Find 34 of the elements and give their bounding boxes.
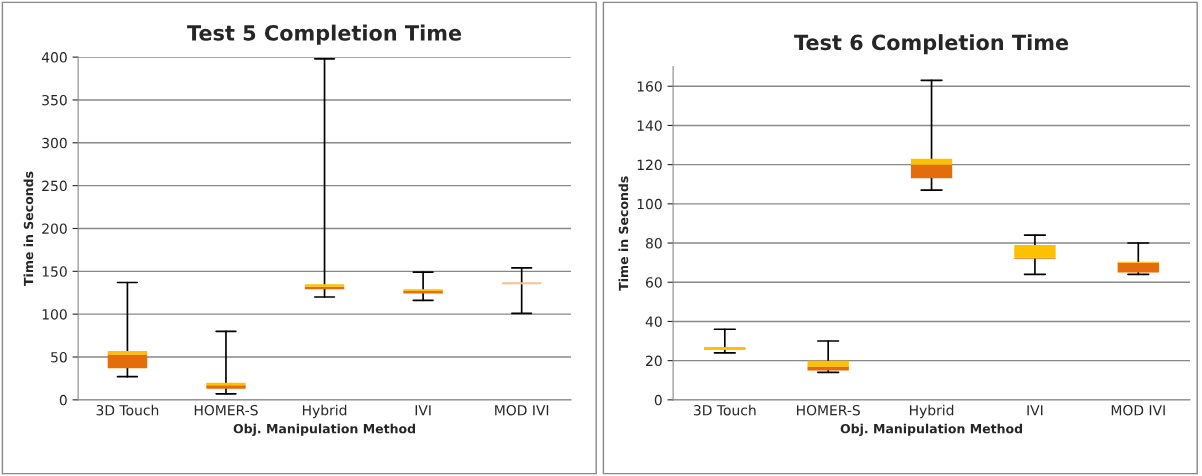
x-axis-title: Obj. Manipulation Method — [233, 423, 415, 436]
x-axis-title: Obj. Manipulation Method — [840, 423, 1022, 436]
x-tick-label: HOMER-S — [797, 404, 860, 416]
y-tick-label: 50 — [51, 351, 67, 363]
y-tick-label: 120 — [637, 159, 662, 171]
x-tick-label: 3D Touch — [693, 404, 756, 416]
y-tick-label: 0 — [654, 394, 662, 406]
y-tick-label: 200 — [42, 223, 67, 234]
x-tick-label: MOD IVI — [495, 404, 549, 416]
y-tick-label: 140 — [637, 120, 662, 131]
x-tick-label: IVI — [415, 405, 431, 416]
y-tick-label: 150 — [42, 266, 67, 277]
y-axis-title: Time in Seconds — [618, 176, 629, 291]
x-tick-label: MOD IVI — [1111, 404, 1165, 416]
chart-title: Test 5 Completion Time — [187, 24, 462, 45]
x-tick-label: IVI — [1027, 405, 1043, 416]
y-tick-label: 40 — [645, 316, 662, 327]
y-tick-label: 100 — [637, 198, 662, 210]
chart-title: Test 6 Completion Time — [794, 34, 1069, 55]
y-tick-label: 60 — [646, 277, 662, 288]
y-tick-label: 80 — [645, 238, 662, 249]
x-tick-label: 3D Touch — [96, 404, 159, 416]
y-tick-label: 400 — [41, 52, 67, 63]
y-tick-label: 300 — [42, 137, 67, 149]
x-tick-label: Hybrid — [302, 404, 347, 419]
y-tick-label: 160 — [637, 81, 662, 92]
y-tick-label: 20 — [646, 355, 662, 367]
y-axis-title: Time in Seconds — [23, 171, 34, 286]
x-tick-label: Hybrid — [909, 404, 954, 419]
y-tick-label: 0 — [59, 394, 67, 406]
y-tick-label: 350 — [42, 94, 67, 106]
y-tick-label: 250 — [42, 180, 67, 192]
x-tick-label: HOMER-S — [194, 404, 258, 416]
y-tick-label: 100 — [42, 309, 67, 320]
